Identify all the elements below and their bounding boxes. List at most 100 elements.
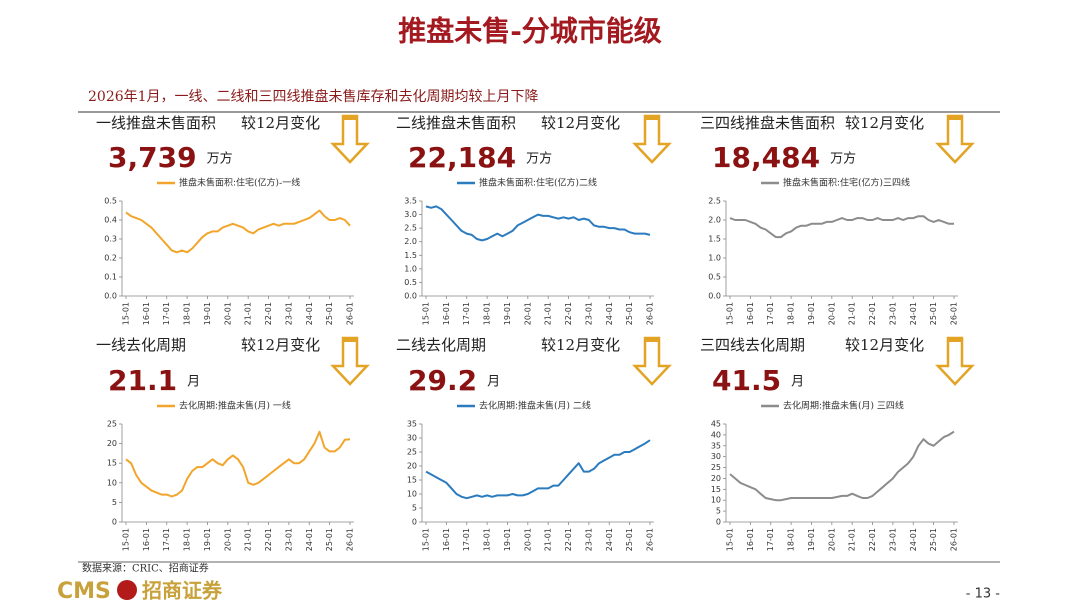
panel-value: 22,184 [408, 141, 516, 174]
x-tick-label: 26-01 [646, 528, 655, 551]
x-tick-label: 19-01 [203, 528, 212, 551]
panel-unit: 月 [487, 375, 500, 390]
x-tick-label: 19-01 [807, 302, 816, 325]
x-tick-label: 25-01 [625, 302, 634, 325]
y-tick-label: 10 [107, 478, 117, 487]
panel-label: 一线去化周期 [96, 336, 186, 354]
change-label: 较12月变化 [241, 336, 320, 354]
panel-value: 21.1 [108, 364, 177, 397]
line-series [729, 430, 955, 502]
down-arrow [935, 114, 975, 164]
panel-unit: 万方 [207, 151, 233, 167]
legend-label: 推盘未售面积:住宅(亿方)三四线 [783, 177, 910, 189]
x-tick-label: 18-01 [787, 528, 796, 551]
panel-value: 18,484 [712, 141, 820, 174]
y-tick-label: 0.0 [104, 292, 117, 301]
change-label: 较12月变化 [241, 114, 320, 132]
x-tick-label: 18-01 [183, 302, 192, 325]
panel-label: 三四线去化周期 [700, 336, 805, 354]
y-tick-label: 15 [711, 485, 721, 494]
change-label: 较12月变化 [541, 336, 620, 354]
y-tick-label: 2.0 [708, 216, 721, 225]
y-tick-label: 15 [407, 476, 417, 485]
x-tick-label: 16-01 [442, 528, 451, 551]
y-tick-label: 0 [412, 518, 417, 527]
arrow-cap [645, 338, 659, 342]
panel-unit: 万方 [830, 151, 856, 167]
y-tick-label: 25 [711, 463, 721, 472]
y-tick-label: 20 [711, 474, 721, 483]
x-tick-label: 24-01 [909, 302, 918, 325]
y-tick-label: 20 [407, 462, 417, 471]
x-tick-label: 16-01 [442, 302, 451, 325]
panel-label: 二线去化周期 [396, 336, 486, 354]
y-tick-label: 0.4 [104, 216, 117, 225]
legend-label: 去化周期:推盘未售(月) 三四线 [783, 400, 904, 412]
y-tick-label: 3.0 [404, 210, 417, 219]
x-tick-label: 21-01 [848, 528, 857, 551]
down-arrow [935, 336, 975, 386]
x-tick-label: 15-01 [122, 528, 131, 551]
x-tick-label: 24-01 [305, 528, 314, 551]
x-tick-label: 21-01 [244, 302, 253, 325]
y-tick-label: 2.0 [404, 237, 417, 246]
arrow-cap [343, 116, 357, 120]
x-tick-label: 21-01 [544, 528, 553, 551]
x-tick-label: 22-01 [264, 528, 273, 551]
y-tick-label: 0 [716, 518, 721, 527]
y-tick-label: 0.0 [404, 292, 417, 301]
x-tick-label: 15-01 [422, 302, 431, 325]
x-tick-label: 17-01 [766, 302, 775, 325]
panel-label: 一线推盘未售面积 [96, 114, 216, 132]
x-tick-label: 17-01 [766, 528, 775, 551]
x-tick-label: 16-01 [746, 528, 755, 551]
y-tick-label: 0.2 [104, 254, 117, 263]
y-tick-label: 0.5 [104, 197, 117, 206]
x-tick-label: 22-01 [868, 528, 877, 551]
y-tick-label: 30 [407, 434, 417, 443]
x-tick-label: 25-01 [625, 528, 634, 551]
slide-title: 推盘未售-分城市能级 [398, 15, 662, 48]
x-tick-label: 22-01 [264, 302, 273, 325]
x-tick-label: 21-01 [244, 528, 253, 551]
x-tick-label: 17-01 [462, 302, 471, 325]
change-label: 较12月变化 [541, 114, 620, 132]
x-tick-label: 23-01 [584, 302, 593, 325]
logo-mark: CMS [57, 579, 111, 604]
down-arrow [632, 336, 672, 386]
page-number: - 13 - [966, 587, 1000, 602]
y-tick-label: 25 [107, 420, 117, 429]
line-series [425, 205, 651, 242]
x-tick-label: 26-01 [950, 302, 959, 325]
y-tick-label: 35 [711, 441, 721, 450]
y-tick-label: 10 [711, 496, 721, 505]
x-tick-label: 19-01 [203, 302, 212, 325]
x-tick-label: 23-01 [888, 302, 897, 325]
y-tick-label: 5 [716, 507, 721, 516]
change-label: 较12月变化 [845, 336, 924, 354]
x-tick-label: 15-01 [122, 302, 131, 325]
x-tick-label: 25-01 [929, 528, 938, 551]
y-tick-label: 1.5 [708, 235, 721, 244]
x-tick-label: 24-01 [305, 302, 314, 325]
panel-label: 二线推盘未售面积 [396, 114, 516, 132]
x-tick-label: 18-01 [483, 302, 492, 325]
x-tick-label: 20-01 [827, 528, 836, 551]
panel-unit: 万方 [526, 151, 552, 167]
arrow-cap [948, 338, 962, 342]
arrow-cap [343, 338, 357, 342]
x-tick-label: 26-01 [646, 302, 655, 325]
x-tick-label: 20-01 [223, 528, 232, 551]
x-tick-label: 23-01 [584, 528, 593, 551]
y-tick-label: 2.5 [404, 224, 417, 233]
x-tick-label: 18-01 [183, 528, 192, 551]
y-tick-label: 0.5 [404, 278, 417, 287]
x-tick-label: 19-01 [503, 302, 512, 325]
line-series [125, 430, 351, 498]
x-tick-label: 20-01 [827, 302, 836, 325]
y-tick-label: 0 [112, 518, 117, 527]
down-arrow [330, 114, 370, 164]
x-tick-label: 21-01 [544, 302, 553, 325]
y-tick-label: 5 [112, 498, 117, 507]
y-tick-label: 1.0 [404, 264, 417, 273]
